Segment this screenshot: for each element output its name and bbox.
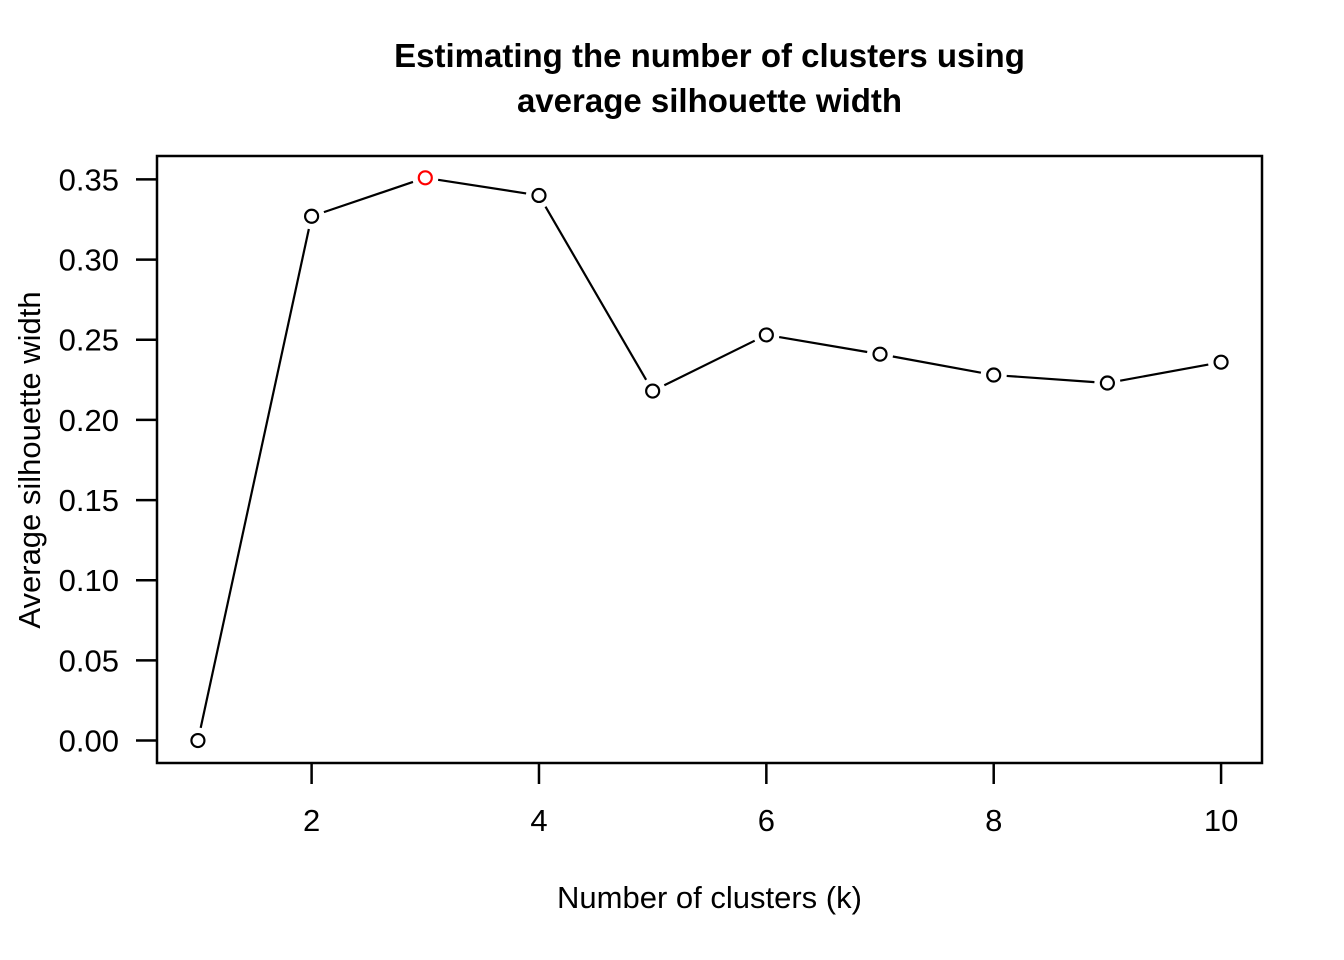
data-point-k1	[190, 732, 206, 749]
data-point-k2	[304, 208, 320, 224]
plot-frame	[155, 154, 1264, 765]
y-axis-tick-label-0.10: 0.10	[59, 563, 119, 598]
x-axis-tick-label-10: 10	[1204, 803, 1238, 838]
x-axis-tick-label-4: 4	[530, 803, 547, 838]
y-axis-tick-label-0.00: 0.00	[59, 724, 119, 759]
data-point-k10	[1213, 354, 1229, 370]
data-point-k9	[1099, 375, 1115, 391]
line-segment-k4-k5	[544, 206, 648, 381]
line-segment-k5-k6	[663, 339, 756, 387]
line-segment-k7-k8	[892, 355, 982, 374]
y-axis-tick-label-0.30: 0.30	[59, 243, 119, 278]
data-point-k7	[872, 346, 888, 362]
x-axis-tick-label-6: 6	[758, 803, 775, 838]
x-axis-tick-label-2: 2	[303, 803, 320, 838]
line-segment-k3-k4	[437, 178, 527, 195]
line-segment-k2-k3	[323, 180, 414, 214]
line-segment-k1-k2	[199, 228, 310, 729]
chart-title-line-2: average silhouette width	[516, 82, 903, 119]
data-point-k8	[986, 367, 1002, 383]
chart-title-line-1: Estimating the number of clusters using	[394, 37, 1025, 74]
x-axis-tick-label-8: 8	[985, 803, 1002, 838]
y-axis-tick-label-0.15: 0.15	[59, 483, 119, 518]
y-axis-tick-label-0.35: 0.35	[59, 162, 119, 197]
data-point-k6	[758, 327, 774, 343]
chart-title: Estimating the number of clusters using …	[157, 33, 1262, 123]
y-axis-tick-label-0.25: 0.25	[59, 323, 119, 358]
data-point-k4	[531, 187, 547, 204]
line-segment-k9-k10	[1119, 363, 1209, 382]
y-axis-label: Average silhouette width	[12, 291, 47, 629]
y-axis-tick-label-0.20: 0.20	[59, 403, 119, 438]
y-axis-tick-label-0.05: 0.05	[59, 643, 119, 678]
line-segment-k6-k7	[778, 336, 868, 354]
data-point-k5	[645, 383, 661, 399]
line-segment-k8-k9	[1006, 374, 1095, 384]
data-point-k3-optimal	[417, 170, 433, 186]
x-axis-label: Number of clusters (k)	[557, 880, 862, 915]
